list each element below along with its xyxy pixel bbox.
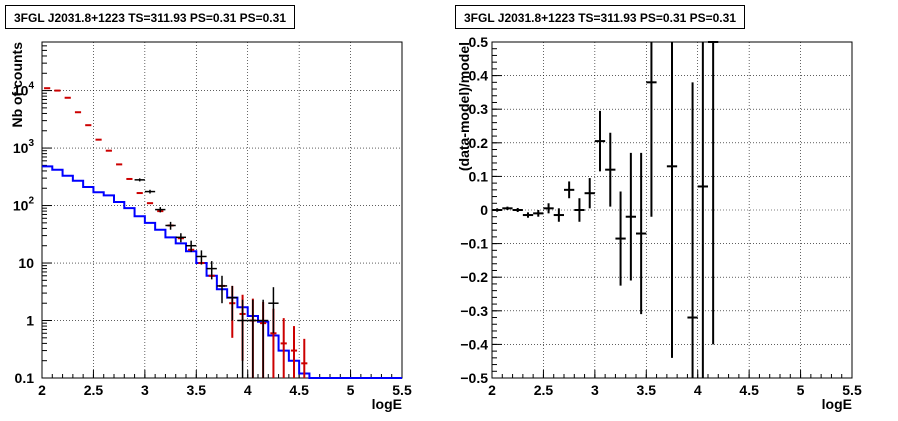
right-x-tick-label: 2 (488, 382, 496, 398)
right-y-axis-label: (data-model)/model (456, 42, 472, 171)
left-x-tick-label: 3.5 (187, 382, 207, 398)
right-y-tick-label: 0.2 (469, 135, 489, 151)
left-x-tick-label: 2.5 (84, 382, 104, 398)
right-y-tick-label: −0.5 (460, 370, 488, 386)
left-chart-title: 3FGL J2031.8+1223 TS=311.93 PS=0.31 PS=0… (5, 5, 295, 29)
right-x-tick-label: 3 (591, 382, 599, 398)
right-y-tick-label: −0.2 (460, 269, 488, 285)
right-x-axis-label: logE (822, 396, 852, 412)
right-ticks: 2 2.5 3 3.5 4 4.5 5 5.5 −0.5 −0.4 −0.3 −0.2 −0.1 0 0.1… (460, 34, 862, 398)
left-x-tick-label: 3 (141, 382, 149, 398)
left-x-tick-label: 2 (38, 382, 46, 398)
left-x-tick-label: 4.5 (289, 382, 309, 398)
left-ticks: 2 2.5 3 3.5 4 4.5 5 5.5 0.1 1 10 102 103 104 (13, 41, 412, 398)
right-y-tick-label: 0.5 (469, 34, 489, 50)
left-y-tick-label: 10 (18, 255, 34, 271)
right-x-tick-label: 5 (797, 382, 805, 398)
right-y-tick-label: 0 (480, 202, 488, 218)
right-y-tick-label: 0.4 (469, 68, 489, 84)
left-model-histogram (42, 165, 402, 379)
right-y-tick-label: −0.1 (460, 236, 488, 252)
left-y-tick-label: 103 (13, 138, 35, 156)
left-x-tick-label: 5.5 (392, 382, 412, 398)
left-x-axis-label: logE (372, 396, 402, 412)
right-panel: 2 2.5 3 3.5 4 4.5 5 5.5 −0.5 −0.4 −0.3 −0.2 −0.1 0 0.1… (456, 34, 862, 412)
left-marks (42, 87, 402, 379)
left-y-tick-label: 102 (13, 196, 35, 214)
left-panel: 2 2.5 3 3.5 4 4.5 5 5.5 0.1 1 10 102 103 104 logE Nb … (9, 41, 412, 412)
left-y-tick-label: 104 (13, 81, 35, 99)
left-x-tick-label: 5 (347, 382, 355, 398)
left-x-tick-label: 4 (244, 382, 252, 398)
right-x-tick-label: 4 (694, 382, 702, 398)
right-y-tick-label: 0.1 (469, 168, 489, 184)
right-x-tick-label: 5.5 (842, 382, 862, 398)
right-x-tick-label: 3.5 (637, 382, 657, 398)
right-x-tick-label: 4.5 (739, 382, 759, 398)
right-y-tick-label: −0.4 (460, 336, 488, 352)
left-plot-frame (41, 41, 403, 379)
right-x-tick-label: 2.5 (534, 382, 554, 398)
right-chart-title: 3FGL J2031.8+1223 TS=311.93 PS=0.31 PS=0… (455, 5, 745, 29)
right-marks (492, 41, 719, 378)
right-y-tick-label: −0.3 (460, 303, 488, 319)
left-y-axis-label: Nb of counts (9, 42, 25, 128)
left-y-tick-label: 1 (26, 313, 34, 329)
left-grid (42, 42, 402, 378)
left-y-tick-label: 0.1 (15, 370, 35, 386)
right-y-tick-label: 0.3 (469, 101, 489, 117)
